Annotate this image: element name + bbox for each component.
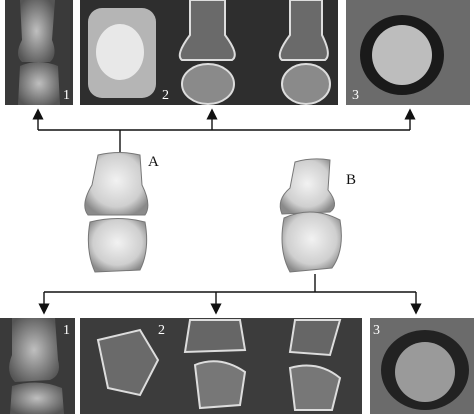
bone-b: B xyxy=(279,158,356,273)
top-panel-1: 1 xyxy=(5,0,73,105)
bottom-panel-3: 3 xyxy=(370,318,474,414)
bottom-arrows xyxy=(38,274,422,315)
top-panel-3: 3 xyxy=(346,0,470,105)
panel-label: 3 xyxy=(352,88,359,103)
top-panel-2: 2 xyxy=(80,0,338,105)
bottom-panel-1: 1 xyxy=(0,318,75,414)
bottom-panel-2: 2 xyxy=(80,318,362,414)
bone-label: B xyxy=(346,172,356,188)
panel-label: 1 xyxy=(63,323,70,338)
panel-label: 2 xyxy=(158,323,165,338)
bone-a: A xyxy=(84,152,159,273)
panel-label: 3 xyxy=(373,323,380,338)
top-arrows xyxy=(32,108,416,152)
panel-label: 1 xyxy=(63,88,70,103)
panel-label: 2 xyxy=(162,88,169,103)
bone-label: A xyxy=(148,154,159,170)
